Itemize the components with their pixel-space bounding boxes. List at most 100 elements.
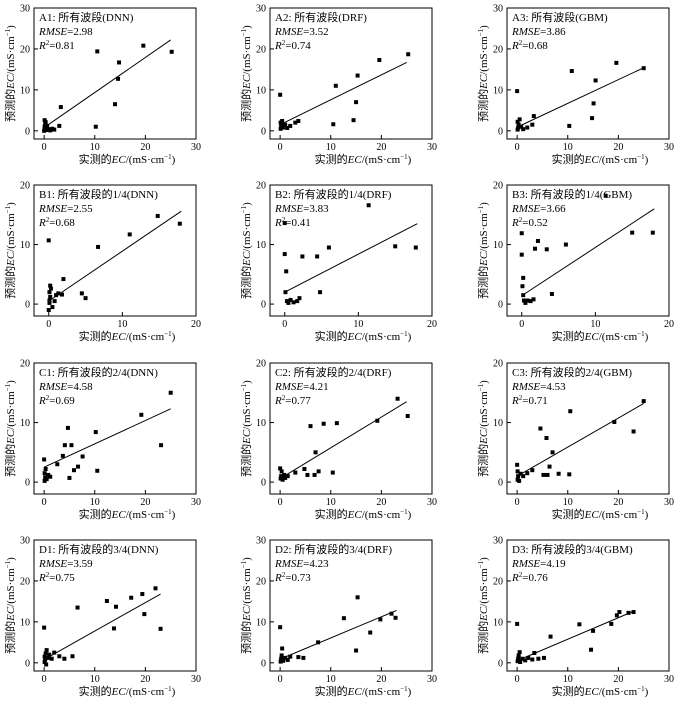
data-point xyxy=(76,464,81,469)
data-point xyxy=(305,472,310,477)
data-point xyxy=(56,291,61,296)
data-point xyxy=(61,277,66,282)
subplot-6: 0 10 20 0 10 20 B3: 所有波段的1/4(GBM) RMSE=3.66R2=0… xyxy=(476,181,674,344)
data-point xyxy=(354,100,359,105)
y-tick-label: 20 xyxy=(20,181,30,192)
data-point xyxy=(515,127,520,132)
data-point xyxy=(52,299,57,304)
x-tick-label: 10 xyxy=(353,319,363,330)
data-point xyxy=(650,230,655,235)
data-point xyxy=(316,640,321,645)
data-point xyxy=(544,247,549,252)
data-point xyxy=(544,436,549,441)
data-point xyxy=(59,292,64,297)
x-tick-label: 0 xyxy=(515,142,520,153)
y-tick-label: 30 xyxy=(493,536,503,547)
y-axis-label: 预测的EC/(mS·cm−1) xyxy=(239,557,253,654)
fit-line xyxy=(521,208,655,297)
x-tick-label: 20 xyxy=(613,497,623,508)
fit-line xyxy=(43,593,161,660)
data-point xyxy=(516,474,521,479)
plot-frame xyxy=(506,539,670,672)
fit-line xyxy=(43,39,171,128)
data-point xyxy=(377,57,382,62)
data-point xyxy=(116,76,121,81)
data-point xyxy=(609,621,614,626)
rmse-value: 4.21 xyxy=(309,381,328,393)
data-point xyxy=(617,610,622,615)
fit-line xyxy=(48,210,182,302)
x-tick-label: 10 xyxy=(90,142,100,153)
data-point xyxy=(159,443,164,448)
data-point xyxy=(283,290,288,295)
data-point xyxy=(44,477,49,482)
data-point xyxy=(378,617,383,622)
data-point xyxy=(545,472,550,477)
x-tick-label: 20 xyxy=(376,142,386,153)
x-tick-label: 20 xyxy=(376,497,386,508)
x-tick-label: 0 xyxy=(515,674,520,685)
x-axis-label: 实测的EC/(mS·cm−1) xyxy=(552,329,649,343)
data-point xyxy=(48,283,53,288)
y-tick-label: 30 xyxy=(20,4,30,15)
x-tick-label: 20 xyxy=(376,674,386,685)
data-point xyxy=(295,299,300,304)
y-tick-label: 0 xyxy=(261,658,266,669)
data-point xyxy=(331,122,336,127)
fit-line xyxy=(279,609,397,660)
x-tick-label: 0 xyxy=(278,142,283,153)
fit-line xyxy=(516,67,644,128)
data-point xyxy=(44,662,49,667)
data-point xyxy=(393,244,398,249)
data-point xyxy=(281,658,286,663)
x-tick-label: 30 xyxy=(427,142,437,153)
data-point xyxy=(519,252,524,257)
data-point xyxy=(536,656,541,661)
data-point xyxy=(55,462,60,467)
x-tick-label: 10 xyxy=(563,497,573,508)
data-point xyxy=(114,604,119,609)
data-point xyxy=(515,469,520,474)
panel-title: A3: 所有波段(GBM) xyxy=(512,10,608,24)
rmse-label: RMSE=2.98 xyxy=(38,26,93,38)
y-tick-label: 10 xyxy=(20,240,30,251)
y-axis-label: 预测的EC/(mS·cm−1) xyxy=(239,380,253,477)
data-point xyxy=(283,655,288,660)
data-point xyxy=(279,124,284,129)
data-point xyxy=(43,651,48,656)
data-point xyxy=(375,418,380,423)
data-point xyxy=(550,450,555,455)
r2-label: R2=0.76 xyxy=(511,571,548,584)
data-point xyxy=(93,430,98,435)
x-axis-label: 实测的EC/(mS·cm−1) xyxy=(552,507,649,521)
data-point xyxy=(614,60,619,65)
data-point xyxy=(395,396,400,401)
r2-value: 0.69 xyxy=(55,395,75,407)
y-tick-label: 0 xyxy=(261,126,266,137)
data-point xyxy=(413,245,418,250)
x-axis-label: 实测的EC/(mS·cm−1) xyxy=(315,507,412,521)
data-point xyxy=(117,60,122,65)
y-tick-label: 20 xyxy=(256,359,266,370)
data-point xyxy=(393,615,398,620)
x-tick-label: 20 xyxy=(140,497,150,508)
data-point xyxy=(523,658,528,663)
r2-value: 0.81 xyxy=(55,40,74,52)
rmse-value: 4.58 xyxy=(73,381,93,393)
x-tick-label: 0 xyxy=(519,319,524,330)
data-point xyxy=(44,648,49,653)
x-tick-label: 0 xyxy=(42,142,47,153)
y-axis-label: 预测的EC/(mS·cm−1) xyxy=(476,557,490,654)
data-point xyxy=(538,426,543,431)
data-point xyxy=(549,291,554,296)
subplot-2: 0 10 20 30 0 10 20 30 A2: 所有波段(DRF) RMSE=3.52R2=0… xyxy=(239,4,437,167)
data-point xyxy=(46,655,51,660)
data-point xyxy=(280,646,285,651)
y-tick-label: 0 xyxy=(261,478,266,489)
data-point xyxy=(354,648,359,653)
data-point xyxy=(593,78,598,83)
data-point xyxy=(519,124,524,129)
data-point xyxy=(531,297,536,302)
data-point xyxy=(548,634,553,639)
y-tick-label: 20 xyxy=(20,359,30,370)
